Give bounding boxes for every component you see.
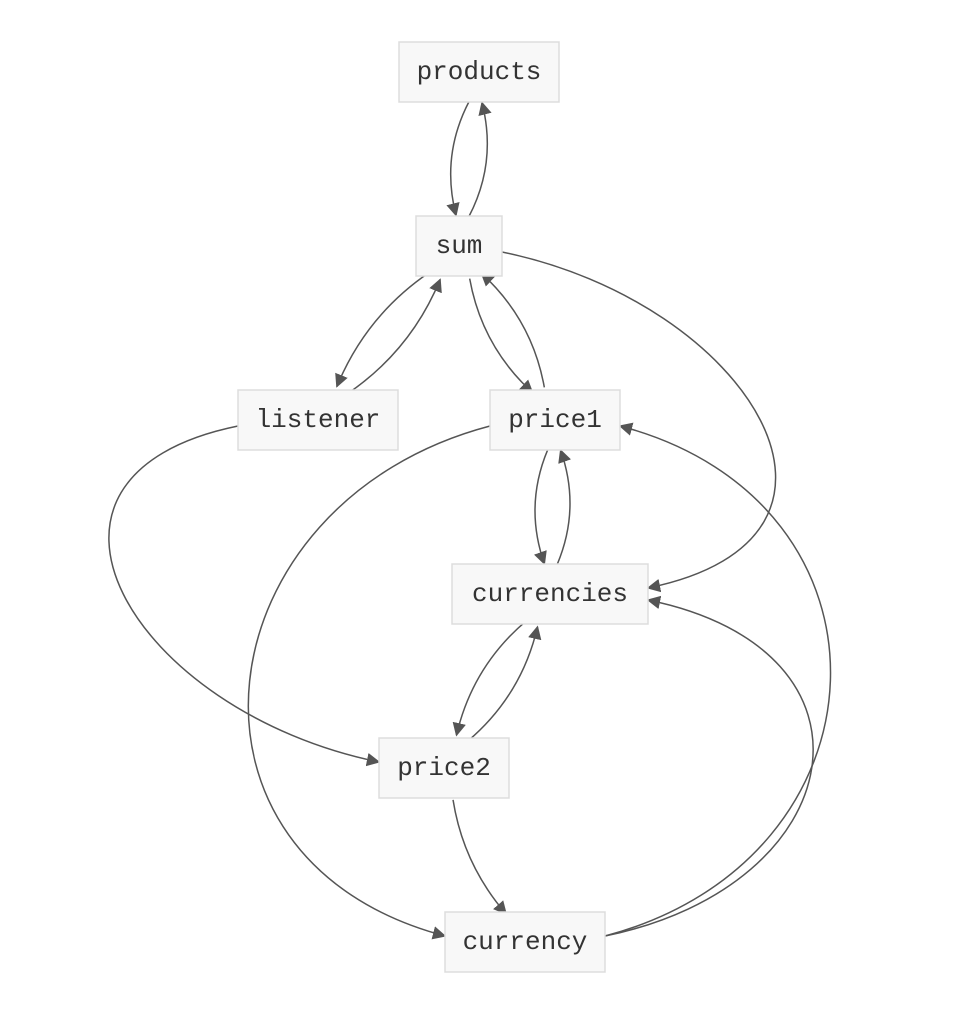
node-label: sum xyxy=(436,231,483,261)
edge xyxy=(470,279,533,393)
node-price2: price2 xyxy=(379,738,509,798)
edge xyxy=(453,800,506,914)
node-label: currency xyxy=(463,927,588,957)
node-products: products xyxy=(399,42,559,102)
edge xyxy=(469,103,487,217)
edge xyxy=(348,279,440,393)
node-label: listener xyxy=(256,405,381,435)
edge xyxy=(451,101,469,215)
node-listener: listener xyxy=(238,390,398,450)
edge xyxy=(109,426,379,762)
dependency-graph: products sum listener price1 currencies price… xyxy=(0,0,978,1028)
node-sum: sum xyxy=(416,216,502,276)
node-label: price2 xyxy=(397,753,491,783)
node-label: currencies xyxy=(472,579,628,609)
node-price1: price1 xyxy=(490,390,620,450)
edge xyxy=(605,600,813,936)
edge xyxy=(557,450,570,564)
node-currency: currency xyxy=(445,912,605,972)
edge xyxy=(248,426,490,936)
edge xyxy=(337,273,429,387)
edge xyxy=(481,273,544,387)
node-label: products xyxy=(417,57,542,87)
node-label: price1 xyxy=(508,405,602,435)
edge xyxy=(535,450,548,564)
node-currencies: currencies xyxy=(452,564,648,624)
edge xyxy=(605,426,831,936)
